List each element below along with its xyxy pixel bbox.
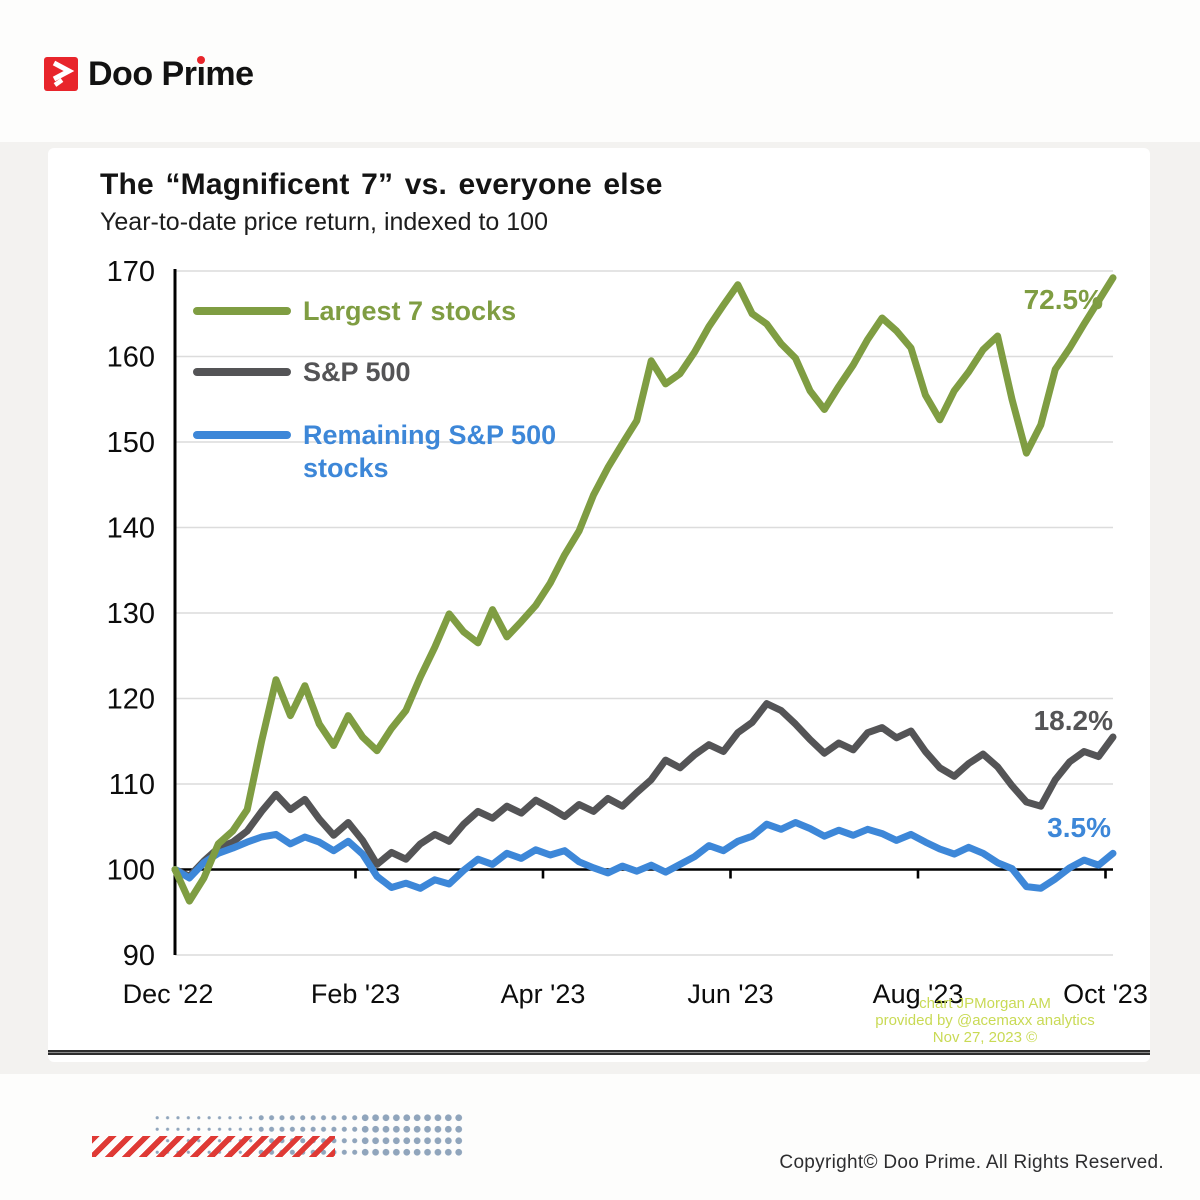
brand-i-red-dot: ı <box>196 55 206 93</box>
svg-text:90: 90 <box>123 940 155 972</box>
legend-item-largest7: Largest 7 stocks <box>193 295 516 328</box>
watermark-line-2: provided by @acemaxx analytics <box>875 1012 1095 1029</box>
chart-subtitle: Year-to-date price return, indexed to 10… <box>100 208 548 236</box>
legend-label-largest7: Largest 7 stocks <box>303 296 517 326</box>
legend-label-sp500: S&P 500 <box>303 357 411 387</box>
legend-item-sp500: S&P 500 <box>193 356 411 389</box>
svg-text:110: 110 <box>109 769 155 801</box>
doo-prime-mark-icon <box>44 57 78 91</box>
card-bottom-rule <box>48 1050 1150 1055</box>
svg-text:Dec '22: Dec '22 <box>123 979 214 1009</box>
legend-swatch-remaining <box>193 431 291 439</box>
chart-title: The “Magnificent 7” vs. everyone else <box>100 168 663 201</box>
svg-text:Oct '23: Oct '23 <box>1063 979 1148 1009</box>
svg-text:100: 100 <box>107 855 155 887</box>
svg-text:130: 130 <box>107 598 155 630</box>
end-label-sp500: 18.2% <box>1033 705 1113 736</box>
chart-canvas: 90 100 110 120 130 140 150 160 170 Dec '22 Feb '23… <box>107 256 1148 1009</box>
brand-logo-text: Doo Prıme <box>88 55 254 93</box>
watermark-line-1: chart JPMorgan AM <box>919 995 1051 1012</box>
end-label-remaining: 3.5% <box>1047 812 1111 843</box>
svg-text:Jun '23: Jun '23 <box>687 979 773 1009</box>
brand-logo: Doo Prıme <box>44 54 254 94</box>
svg-text:120: 120 <box>107 684 155 716</box>
svg-text:170: 170 <box>107 256 155 288</box>
watermark-line-3: Nov 27, 2023 © <box>932 1029 1038 1046</box>
hatch-decoration <box>92 1136 335 1157</box>
svg-text:Apr '23: Apr '23 <box>501 979 586 1009</box>
svg-text:Feb '23: Feb '23 <box>311 979 400 1009</box>
end-label-largest7: 72.5% <box>1023 284 1103 315</box>
copyright-text: Copyright© Doo Prime. All Rights Reserve… <box>779 1152 1164 1173</box>
svg-text:140: 140 <box>107 513 155 545</box>
source-watermark: chart JPMorgan AM provided by @acemaxx a… <box>835 995 1135 1046</box>
legend-item-remaining: Remaining S&P 500 stocks <box>193 419 633 485</box>
legend-swatch-sp500 <box>193 368 291 376</box>
svg-text:Aug '23: Aug '23 <box>873 979 964 1009</box>
legend-label-remaining: Remaining S&P 500 stocks <box>303 420 557 483</box>
chart-card: 90 100 110 120 130 140 150 160 170 Dec '22 Feb '23… <box>48 148 1150 1062</box>
legend-swatch-largest7 <box>193 307 291 315</box>
svg-text:160: 160 <box>107 342 155 374</box>
svg-text:150: 150 <box>107 427 155 459</box>
